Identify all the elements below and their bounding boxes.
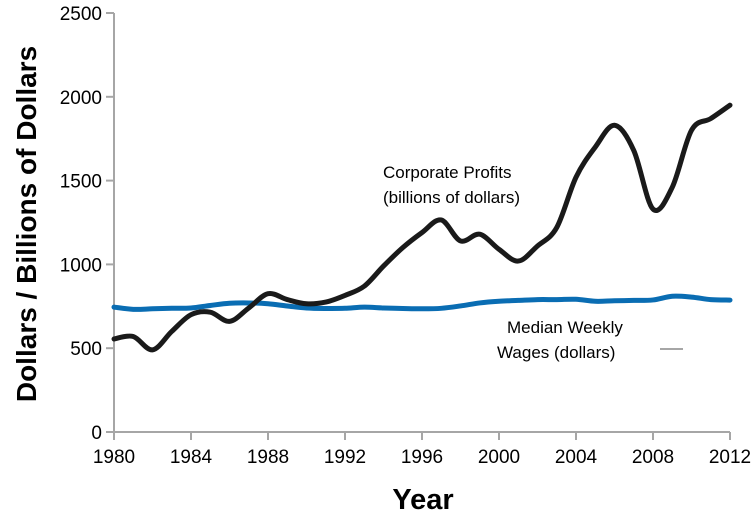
- x-tick-label: 1984: [170, 447, 213, 468]
- wages-label-line-1: Median Weekly: [507, 318, 623, 337]
- x-tick-label: 1980: [93, 447, 135, 468]
- x-tick-label: 2008: [632, 447, 674, 468]
- x-tick-label: 1988: [247, 447, 289, 468]
- x-axis-title: Year: [392, 484, 453, 516]
- data-lines: [111, 102, 733, 353]
- axes: [106, 12, 731, 440]
- y-axis-title: Dollars / Billions of Dollars: [11, 46, 42, 402]
- x-tick-label: 1996: [401, 447, 443, 468]
- y-tick-label: 0: [91, 423, 102, 444]
- x-tick-label: 2004: [555, 447, 598, 468]
- profits-label-line-2: (billions of dollars): [383, 188, 520, 207]
- corporate-profits-line: [111, 102, 733, 353]
- profits-label-line-1: Corporate Profits: [383, 163, 512, 182]
- y-tick-label: 1500: [60, 172, 102, 193]
- profits-label-bg: [374, 157, 550, 213]
- tick-labels: 0 500 1000 1500 2000 2500 1980 1984 1988 1992 1996…: [60, 4, 751, 468]
- x-tick-label: 2000: [478, 447, 520, 468]
- y-tick-label: 500: [70, 339, 102, 360]
- x-tick-label: 2012: [709, 447, 751, 468]
- median-weekly-wages-line: [111, 293, 733, 312]
- y-tick-label: 2500: [60, 4, 102, 25]
- y-tick-label: 2000: [60, 88, 102, 109]
- wages-label-line-2: Wages (dollars): [497, 343, 615, 362]
- x-tick-label: 1992: [324, 447, 366, 468]
- y-tick-label: 1000: [60, 255, 102, 276]
- wages-label-bg: [492, 312, 660, 364]
